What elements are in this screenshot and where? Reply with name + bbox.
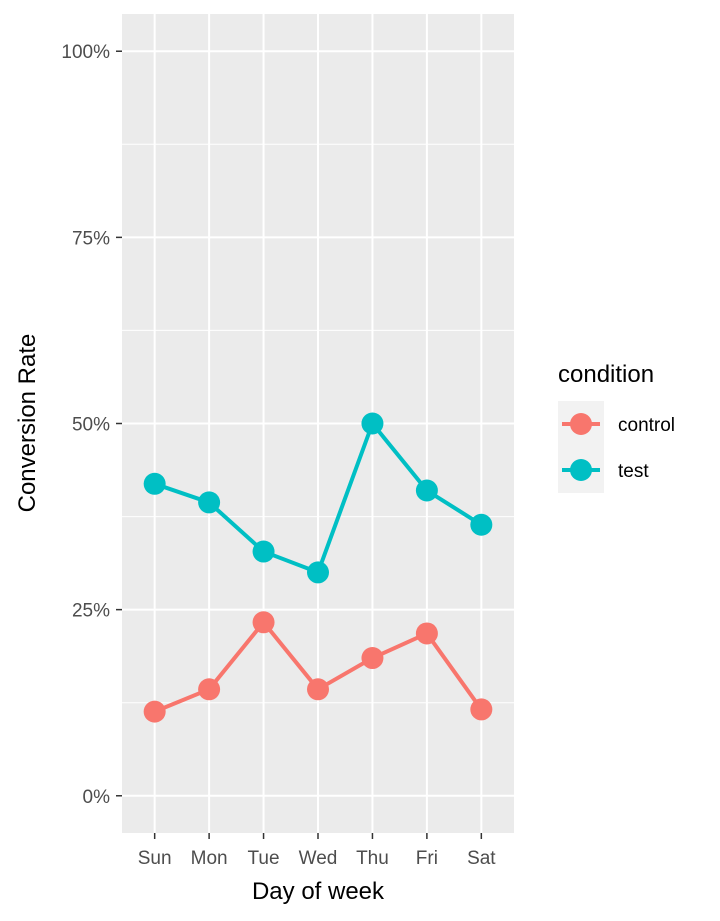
x-tick-label: Sun [138, 848, 172, 869]
x-tick-label: Mon [191, 848, 228, 869]
y-tick-label: 25% [72, 601, 110, 622]
y-tick-label: 0% [83, 787, 111, 808]
legend-label-control: control [618, 415, 675, 436]
test-data-point [252, 540, 275, 563]
control-data-point [198, 678, 221, 701]
y-axis: 0% 25% 50% 75% 100% [61, 42, 122, 808]
control-data-point [252, 611, 275, 634]
test-data-point [198, 491, 221, 514]
control-data-point [470, 698, 493, 721]
y-tick-label: 100% [61, 42, 110, 63]
test-data-point [470, 513, 493, 536]
x-tick-label: Thu [356, 848, 389, 869]
x-axis: Sun Mon Tue Wed Thu Fri Sat [138, 833, 496, 869]
control-data-point [361, 647, 384, 670]
x-tick-label: Tue [248, 848, 280, 869]
x-tick-label: Sat [467, 848, 496, 869]
control-data-point [415, 622, 438, 645]
legend-key-point [570, 413, 592, 435]
x-tick-label: Wed [299, 848, 338, 869]
legend-label-test: test [618, 461, 649, 482]
test-data-point [143, 472, 166, 495]
test-data-point [415, 479, 438, 502]
legend-title: condition [558, 361, 654, 388]
x-tick-label: Fri [416, 848, 438, 869]
y-axis-title: Conversion Rate [14, 334, 41, 513]
control-data-point [143, 700, 166, 723]
x-axis-title: Day of week [252, 878, 385, 905]
legend-key-point [570, 459, 592, 481]
series-layer [143, 412, 493, 723]
legend: condition control test [558, 361, 675, 493]
legend-items: control test [558, 401, 675, 493]
y-tick-label: 50% [72, 415, 110, 436]
control-data-point [307, 678, 329, 701]
y-tick-label: 75% [72, 228, 110, 249]
test-data-point [361, 412, 384, 435]
test-data-point [307, 561, 329, 584]
